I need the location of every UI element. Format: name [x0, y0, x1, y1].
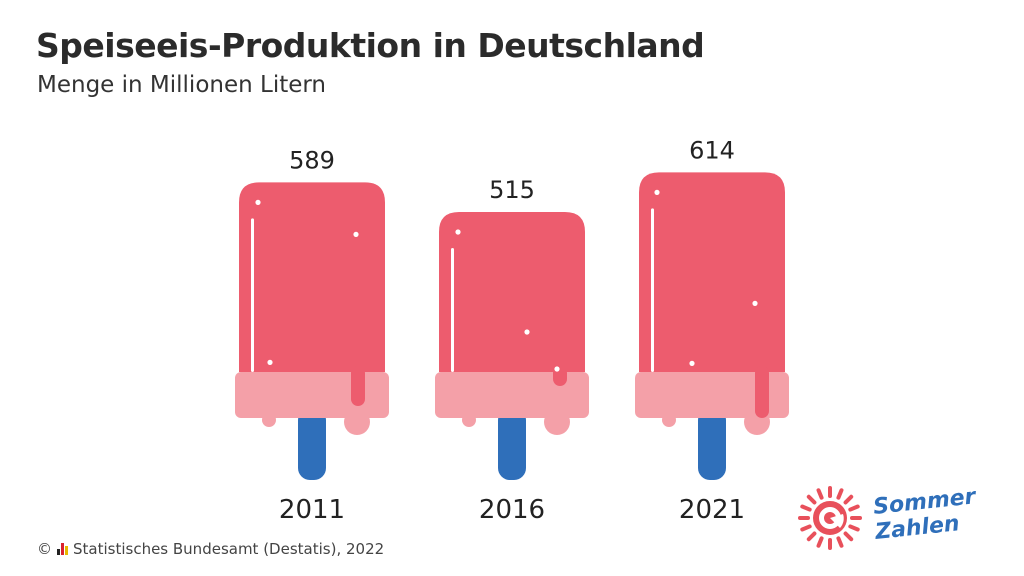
sparkle-dot	[689, 360, 695, 366]
sun-ray	[800, 524, 812, 532]
popsicle-bar: 515 2016	[435, 176, 589, 525]
sun-ray	[843, 531, 854, 542]
sun-ray	[806, 531, 817, 542]
popsicle-stick	[698, 408, 726, 480]
category-label: 2016	[479, 495, 545, 525]
sparkle-dot	[752, 300, 758, 306]
popsicle-bottom-band	[435, 372, 589, 418]
sun-ray	[806, 494, 817, 505]
sun-ray	[800, 504, 812, 512]
destatis-logo-icon	[57, 543, 68, 555]
sparkle-dot	[524, 329, 530, 335]
value-label: 589	[289, 146, 335, 174]
value-label: 614	[689, 136, 735, 164]
popsicle-body	[439, 212, 585, 372]
source-text: Statistisches Bundesamt (Destatis), 2022	[73, 540, 385, 558]
popsicle-stick	[298, 408, 326, 480]
sparkle-dot	[353, 231, 359, 237]
sun-ray	[816, 488, 824, 500]
sparkle-dot	[255, 199, 261, 205]
drip-large	[344, 409, 370, 435]
drip-large	[544, 409, 570, 435]
popsicle-drip	[351, 366, 365, 406]
highlight-stripe	[651, 208, 654, 372]
sparkle-dot	[554, 366, 560, 372]
sun-icon	[798, 486, 862, 550]
source-footer: © Statistisches Bundesamt (Destatis), 20…	[37, 540, 384, 558]
popsicle-body	[239, 182, 385, 372]
chart-subtitle: Menge in Millionen Litern	[37, 72, 327, 98]
sun-ray	[816, 536, 824, 548]
sun-ray	[848, 504, 860, 512]
sommer-zahlen-logo: Sommer Zahlen	[798, 484, 978, 550]
popsicle-stick	[498, 408, 526, 480]
chart-title: Speiseeis-Produktion in Deutschland	[36, 26, 705, 65]
sparkle-dot	[455, 229, 461, 235]
popsicle-drip	[755, 366, 769, 418]
sun-ray	[836, 488, 844, 500]
drip-small	[462, 413, 476, 427]
sparkle-dot	[267, 359, 273, 365]
popsicle-bar: 589 2011	[235, 146, 389, 525]
popsicle-body	[639, 172, 785, 372]
highlight-stripe	[251, 218, 254, 372]
drip-small	[662, 413, 676, 427]
popsicle-bottom-band	[635, 372, 789, 418]
sparkle-dot	[654, 189, 660, 195]
sun-ray	[848, 524, 860, 532]
category-label: 2021	[679, 495, 745, 525]
drip-small	[262, 413, 276, 427]
category-label: 2011	[279, 495, 345, 525]
popsicle-bar: 614 2021	[635, 136, 789, 525]
popsicle-bottom-band	[235, 372, 389, 418]
value-label: 515	[489, 176, 535, 204]
sun-ray	[843, 494, 854, 505]
highlight-stripe	[451, 248, 454, 372]
copyright-symbol: ©	[37, 540, 52, 558]
sun-ray	[836, 536, 844, 548]
